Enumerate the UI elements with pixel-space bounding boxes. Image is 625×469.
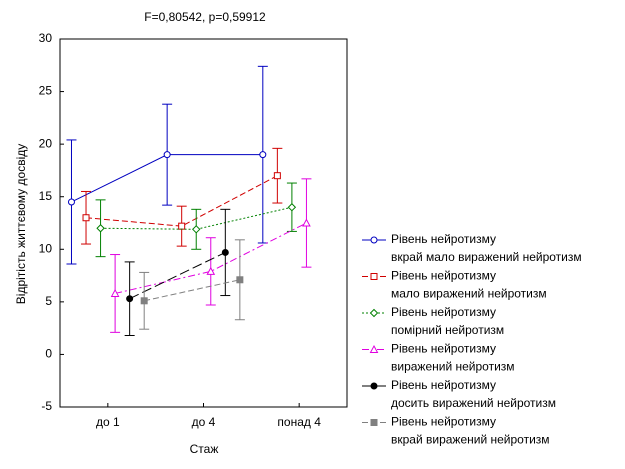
y-tick-label: 30 (39, 31, 53, 45)
x-tick-label: понад 4 (277, 415, 321, 429)
point (369, 344, 379, 353)
y-tick-label: 20 (39, 136, 53, 150)
point (287, 203, 297, 212)
y-tick-label: 0 (45, 347, 52, 361)
legend-title: Рівень нейротизму (391, 269, 496, 283)
x-tick-label: до 4 (192, 415, 216, 429)
point (82, 214, 90, 222)
point (178, 222, 186, 230)
point (370, 382, 378, 390)
series-line (114, 222, 307, 294)
point (302, 218, 311, 227)
plot-frame (59, 38, 348, 408)
legend-label: досить виражений нейротизм (391, 396, 556, 410)
point (273, 172, 281, 180)
legend-label: мало виражений нейротизм (391, 287, 547, 301)
legend-title: Рівень нейротизму (391, 232, 496, 246)
series-line (129, 251, 226, 300)
legend-label: помірний нейротизм (391, 323, 504, 337)
chart-title: F=0,80542, p=0,59912 (144, 10, 266, 24)
legend-label: вкрай виражений нейротизм (391, 433, 550, 447)
point (163, 151, 171, 159)
legend-title: Рівень нейротизму (391, 415, 496, 429)
point (67, 198, 75, 206)
point (370, 236, 378, 244)
x-axis-label: Стаж (190, 442, 219, 456)
point (140, 297, 148, 305)
y-tick-label: 5 (45, 294, 52, 308)
point (126, 295, 134, 303)
y-axis-label: Відрітість життєвому досвіду (14, 144, 28, 304)
point (370, 419, 378, 426)
series-line (85, 175, 278, 227)
y-tick-label: 25 (39, 84, 53, 98)
point (369, 308, 379, 318)
point (96, 224, 105, 233)
point (236, 276, 244, 284)
y-tick-label: 10 (39, 241, 53, 255)
legend-title: Рівень нейротизму (391, 305, 496, 319)
legend-title: Рівень нейротизму (391, 342, 496, 356)
y-tick-label: -5 (41, 399, 52, 413)
series-line (100, 206, 293, 230)
series-line (144, 279, 240, 302)
point (206, 266, 216, 275)
legend-title: Рівень нейротизму (391, 378, 496, 392)
point (370, 273, 378, 280)
point (221, 248, 229, 256)
y-tick-label: 15 (39, 189, 53, 203)
x-tick-label: до 1 (96, 415, 120, 429)
point (192, 225, 201, 234)
point (110, 288, 120, 297)
legend-label: виражений нейротизм (391, 360, 515, 374)
legend-label: вкрай мало виражений нейротизм (391, 250, 582, 264)
point (259, 151, 267, 159)
